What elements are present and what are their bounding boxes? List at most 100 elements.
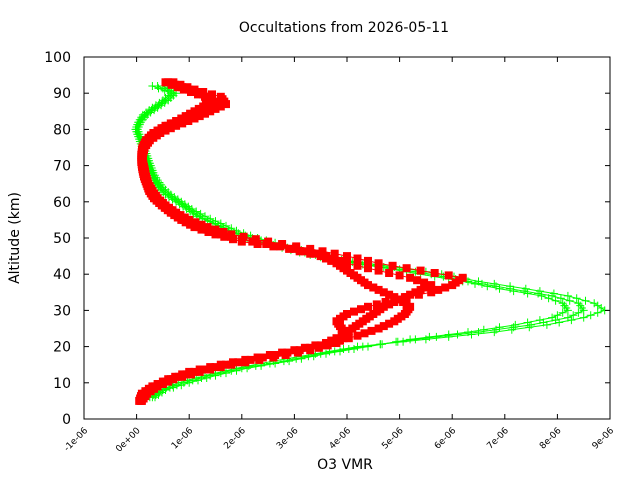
data-point-square [353, 254, 362, 263]
data-point-plus [364, 342, 372, 351]
x-tick-label: 8e-06 [538, 426, 564, 452]
data-point-square [427, 288, 436, 297]
data-point-square [194, 90, 202, 99]
data-point-plus [322, 349, 330, 358]
data-point-square [222, 360, 230, 369]
data-point-square [227, 360, 236, 369]
data-point-plus [507, 325, 516, 334]
data-point-square [216, 363, 225, 372]
data-point-square [216, 92, 225, 101]
data-point-plus [350, 345, 358, 353]
data-point-square [316, 252, 325, 261]
x-tick-label: 4e-06 [328, 426, 354, 452]
data-point-plus [444, 330, 453, 339]
data-point-plus [506, 282, 515, 291]
data-point-square [374, 259, 383, 268]
data-point-square [316, 341, 325, 350]
data-point-square [300, 247, 309, 256]
data-point-square [278, 240, 287, 248]
data-point-square [199, 102, 208, 111]
data-point-square [434, 285, 443, 294]
data-point-square [414, 290, 423, 299]
data-point-square [229, 235, 237, 244]
data-point-square [360, 329, 369, 338]
data-point-plus [567, 316, 576, 325]
data-point-square [174, 372, 183, 381]
y-axis-label: Altitude (km) [7, 192, 23, 284]
data-point-square [379, 302, 388, 311]
data-point-square [421, 283, 430, 292]
data-point-square [211, 363, 220, 372]
data-point-square [332, 259, 341, 268]
y-tick-label: 0 [62, 412, 71, 428]
x-tick-label: 5e-06 [380, 426, 406, 452]
y-tick-label: 10 [53, 376, 71, 392]
data-point-plus [569, 311, 578, 320]
data-point-square [197, 220, 206, 229]
data-point-square [206, 365, 215, 374]
data-point-square [166, 375, 175, 384]
data-point-square [385, 290, 394, 299]
data-point-square [311, 249, 320, 258]
data-point-plus [166, 89, 175, 98]
data-point-plus [511, 320, 520, 329]
data-point-square [181, 112, 190, 121]
data-point-square [211, 230, 220, 239]
data-point-plus [202, 374, 211, 382]
data-point-plus [555, 318, 564, 327]
data-point-plus [483, 282, 492, 291]
data-point-square [186, 220, 195, 229]
data-point-plus [453, 330, 462, 339]
data-point-square [353, 261, 362, 270]
data-point-square [292, 242, 301, 251]
data-point-plus [542, 320, 551, 329]
data-point-square [395, 295, 404, 304]
data-point-plus [471, 279, 479, 288]
data-point-square [220, 232, 229, 241]
x-tick-label: 7e-06 [485, 426, 511, 452]
data-point-square [190, 114, 199, 123]
data-point-plus [525, 323, 534, 332]
data-point-plus [553, 311, 562, 320]
data-point-square [206, 107, 215, 116]
data-point-square [241, 358, 250, 367]
data-point-square [166, 119, 175, 128]
x-tick-label: -1e-06 [62, 426, 90, 454]
data-point-square [178, 119, 187, 128]
data-point-square [381, 298, 390, 306]
data-point-square [253, 240, 262, 248]
data-point-square [179, 85, 188, 94]
x-tick-label: 1e-06 [170, 426, 196, 452]
data-point-square [161, 78, 170, 87]
data-point-square [318, 247, 327, 256]
x-tick-label: 6e-06 [433, 426, 459, 452]
data-point-plus [523, 289, 532, 298]
data-point-square [330, 249, 339, 258]
data-point-plus [549, 289, 558, 298]
data-point-square [379, 288, 388, 297]
data-point-square [374, 324, 383, 333]
data-point-plus [154, 84, 163, 93]
data-point-plus [558, 299, 567, 308]
data-point-plus [548, 313, 557, 322]
data-point-plus [551, 296, 560, 305]
data-point-plus [565, 296, 574, 305]
data-point-plus [474, 328, 483, 337]
data-point-square [416, 266, 425, 275]
data-point-plus [563, 291, 572, 300]
data-point-square [374, 285, 383, 294]
x-axis-label: O3 VMR [317, 457, 373, 473]
data-point-square [306, 343, 315, 352]
data-point-plus [558, 308, 567, 317]
data-point-plus [495, 323, 504, 332]
data-point-square [353, 331, 362, 340]
y-tick-label: 30 [53, 303, 71, 319]
data-point-square [219, 228, 228, 236]
data-point-square [173, 83, 182, 92]
chart-title: Occultations from 2026-05-11 [239, 20, 449, 36]
data-point-plus [586, 311, 595, 320]
data-point-plus [177, 381, 186, 390]
data-point-square [350, 307, 358, 316]
data-point-square [194, 104, 203, 113]
x-tick-label: 0e+00 [114, 426, 143, 455]
